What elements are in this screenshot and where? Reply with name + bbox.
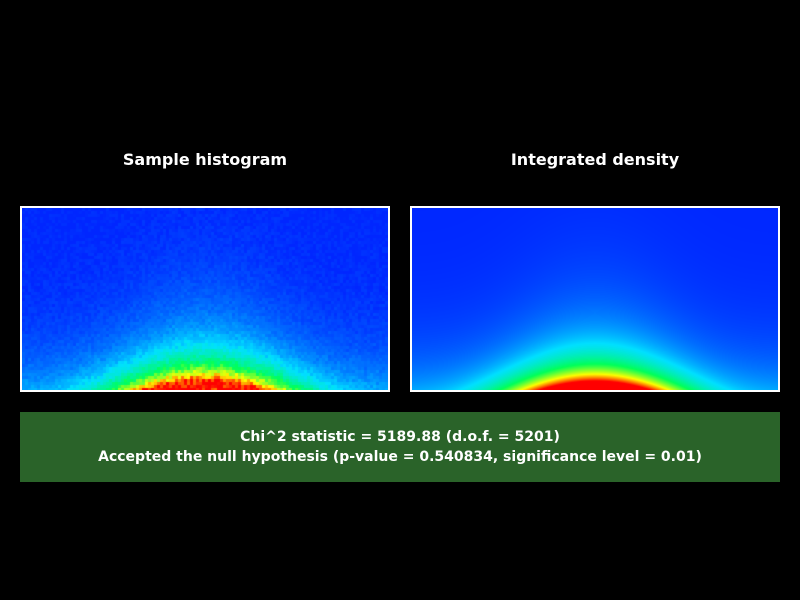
chi-square-result-panel: Chi^2 statistic = 5189.88 (d.o.f. = 5201… bbox=[20, 412, 780, 482]
sample-histogram-title: Sample histogram bbox=[122, 150, 288, 169]
integrated-density-heatmap bbox=[412, 208, 778, 390]
chi-square-statistic-text: Chi^2 statistic = 5189.88 (d.o.f. = 5201… bbox=[240, 429, 560, 445]
sample-histogram-heatmap bbox=[22, 208, 388, 390]
null-hypothesis-result-text: Accepted the null hypothesis (p-value = … bbox=[98, 449, 702, 465]
integrated-density-title: Integrated density bbox=[510, 150, 680, 169]
sample-histogram-plot bbox=[20, 206, 390, 392]
integrated-density-plot bbox=[410, 206, 780, 392]
